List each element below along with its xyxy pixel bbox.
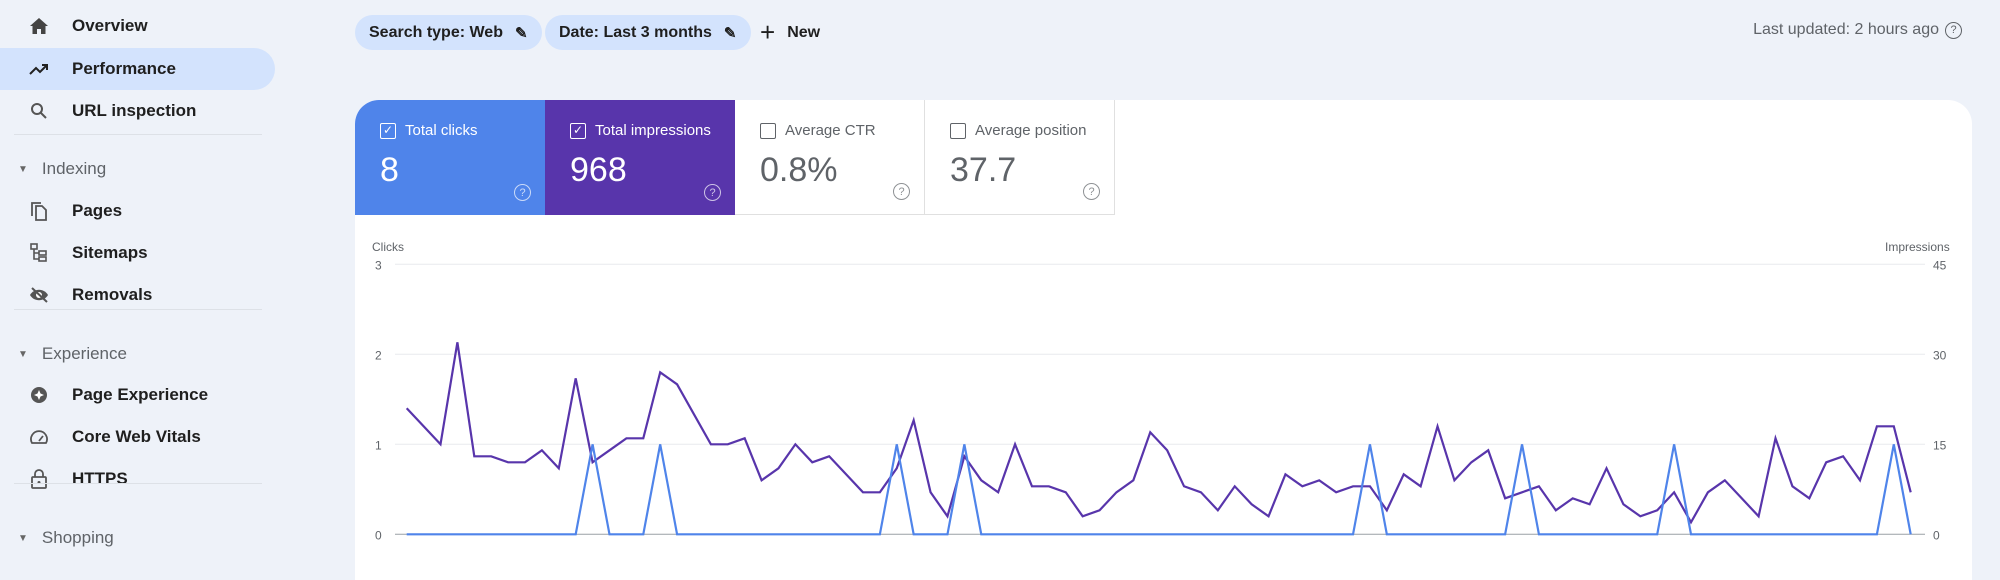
section-title: Shopping	[42, 528, 114, 548]
sidebar-item-label: Sitemaps	[72, 243, 148, 263]
sidebar-item-label: Core Web Vitals	[72, 427, 201, 447]
left-tick-label: 1	[375, 438, 382, 452]
page-experience-icon	[28, 384, 50, 406]
performance-chart: Clicks Impressions 0 0 1 15 2 30 3 45	[355, 100, 1972, 552]
date-filter-chip[interactable]: Date: Last 3 months ✎	[545, 15, 751, 50]
search-type-filter-chip[interactable]: Search type: Web ✎	[355, 15, 542, 50]
caret-down-icon: ▼	[18, 349, 28, 360]
pencil-icon: ✎	[724, 24, 737, 42]
sidebar-item-label: Removals	[72, 285, 152, 305]
search-icon	[28, 100, 50, 122]
section-title: Experience	[42, 344, 127, 364]
chip-label: Search type: Web	[369, 24, 503, 42]
sidebar-item-performance[interactable]: Performance	[0, 48, 275, 90]
left-tick-label: 2	[375, 348, 382, 362]
sidebar-item-label: Performance	[72, 59, 176, 79]
last-updated: Last updated: 2 hours ago?	[1753, 21, 1962, 39]
sidebar-item-label: Overview	[72, 16, 148, 36]
last-updated-text: Last updated: 2 hours ago	[1753, 21, 1939, 39]
right-tick-label: 30	[1933, 348, 1947, 362]
sidebar: Overview Performance URL inspection ▼ Ind…	[0, 0, 290, 552]
section-shopping[interactable]: ▼ Shopping	[18, 528, 114, 548]
section-title: Indexing	[42, 159, 106, 179]
right-axis-label: Impressions	[1885, 240, 1950, 254]
sidebar-item-https[interactable]: HTTPS	[0, 458, 275, 500]
sidebar-item-core-web-vitals[interactable]: Core Web Vitals	[0, 416, 275, 458]
speedometer-icon	[28, 426, 50, 448]
right-tick-label: 0	[1933, 528, 1940, 542]
plus-icon: +	[760, 17, 775, 48]
sidebar-item-sitemaps[interactable]: Sitemaps	[0, 232, 275, 274]
right-tick-label: 15	[1933, 438, 1947, 452]
sidebar-item-pages[interactable]: Pages	[0, 190, 275, 232]
sidebar-item-label: URL inspection	[72, 101, 196, 121]
series-line-impressions	[407, 342, 1911, 522]
left-axis-label: Clicks	[372, 240, 404, 254]
sidebar-item-label: HTTPS	[72, 469, 128, 489]
sidebar-item-label: Pages	[72, 201, 122, 221]
divider	[14, 309, 262, 310]
series-line-clicks	[407, 444, 1911, 534]
sidebar-item-url-inspection[interactable]: URL inspection	[0, 90, 275, 132]
help-icon[interactable]: ?	[1945, 22, 1962, 39]
sitemap-icon	[28, 242, 50, 264]
lock-icon	[28, 468, 50, 490]
divider	[14, 134, 262, 135]
trending-up-icon	[28, 58, 50, 80]
sidebar-item-page-experience[interactable]: Page Experience	[0, 374, 275, 416]
left-tick-label: 0	[375, 528, 382, 542]
home-icon	[28, 15, 50, 37]
performance-panel: ✓Total clicks 8 ? ✓Total impressions 968…	[355, 100, 1972, 580]
section-indexing[interactable]: ▼ Indexing	[18, 159, 106, 179]
sidebar-item-label: Page Experience	[72, 385, 208, 405]
eye-off-icon	[28, 284, 50, 306]
caret-down-icon: ▼	[18, 164, 28, 175]
new-filter-button[interactable]: + New	[760, 15, 820, 50]
chip-label: Date: Last 3 months	[559, 24, 712, 42]
right-tick-label: 45	[1933, 258, 1947, 272]
section-experience[interactable]: ▼ Experience	[18, 344, 127, 364]
sidebar-item-overview[interactable]: Overview	[0, 5, 275, 47]
pencil-icon: ✎	[515, 24, 528, 42]
left-tick-label: 3	[375, 258, 382, 272]
divider	[14, 483, 262, 484]
pages-icon	[28, 200, 50, 222]
new-label: New	[787, 24, 820, 42]
caret-down-icon: ▼	[18, 533, 28, 544]
